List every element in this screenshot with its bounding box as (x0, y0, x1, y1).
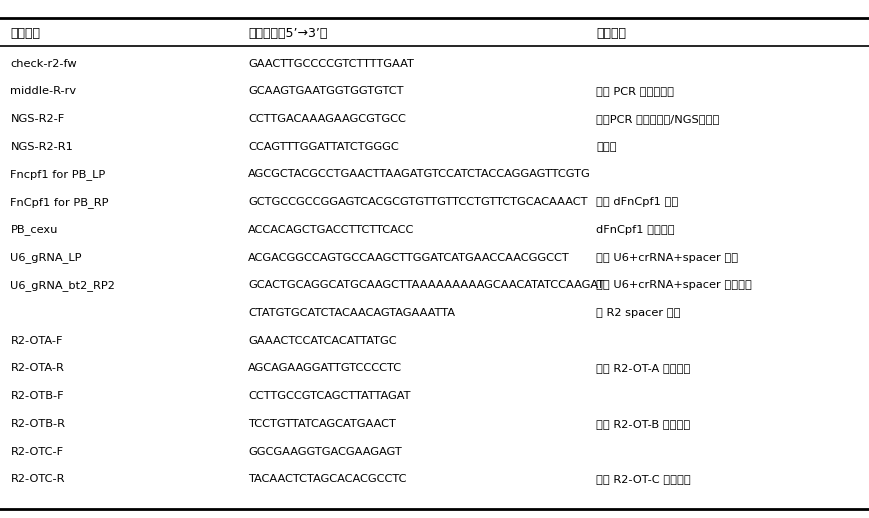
Text: R2-OTA-R: R2-OTA-R (10, 364, 64, 373)
Text: R2-OTC-F: R2-OTC-F (10, 447, 63, 456)
Text: 扩增 dFnCpf1 序列: 扩增 dFnCpf1 序列 (595, 197, 678, 207)
Text: CCAGTTTGGATTATCTGGGC: CCAGTTTGGATTATCTGGGC (248, 142, 398, 152)
Text: CCTTGACAAAGAAGCGTGCC: CCTTGACAAAGAAGCGTGCC (248, 114, 405, 124)
Text: GAACTTGCCCCGTCTTTTGAAT: GAACTTGCCCCGTCTTTTGAAT (248, 59, 414, 68)
Text: NGS-R2-R1: NGS-R2-R1 (10, 142, 73, 152)
Text: 扩增 R2-OT-C 脱靶位点: 扩增 R2-OT-C 脱靶位点 (595, 474, 690, 484)
Text: R2-OTA-F: R2-OTA-F (10, 336, 63, 346)
Text: R2-OTB-F: R2-OTB-F (10, 391, 64, 401)
Text: NGS-R2-F: NGS-R2-F (10, 114, 64, 124)
Text: 正向序列（5’→3’）: 正向序列（5’→3’） (248, 27, 327, 40)
Text: FnCpf1 for PB_RP: FnCpf1 for PB_RP (10, 197, 109, 208)
Text: GCTGCCGCCGGAGTCACGCGTGTTGTTCCTGTTCTGCACAAACT: GCTGCCGCCGGAGTCACGCGTGTTGTTCCTGTTCTGCACA… (248, 197, 587, 207)
Text: AGCGCTACGCCTGAACTTAAGATGTCCATCTACCAGGAGTTCGTG: AGCGCTACGCCTGAACTTAAGATGTCCATCTACCAGGAGT… (248, 169, 590, 179)
Text: 扩增 U6+crRNA+spacer 序列，引: 扩增 U6+crRNA+spacer 序列，引 (595, 280, 751, 290)
Text: check-r2-fw: check-r2-fw (10, 59, 77, 68)
Text: 引物名称: 引物名称 (10, 27, 40, 40)
Text: GGCGAAGGTGACGAAGAGT: GGCGAAGGTGACGAAGAGT (248, 447, 401, 456)
Text: 引物用途: 引物用途 (595, 27, 625, 40)
Text: TACAACTCTAGCACACGCCTC: TACAACTCTAGCACACGCCTC (248, 474, 406, 484)
Text: Fncpf1 for PB_LP: Fncpf1 for PB_LP (10, 169, 105, 180)
Text: GCACTGCAGGCATGCAAGCTTAAAAAAAAAGCAACATATCCAAGAT: GCACTGCAGGCATGCAAGCTTAAAAAAAAAGCAACATATC… (248, 280, 603, 290)
Text: AGCAGAAGGATTGTCCCCTC: AGCAGAAGGATTGTCCCCTC (248, 364, 401, 373)
Text: U6_gRNA_bt2_RP2: U6_gRNA_bt2_RP2 (10, 280, 116, 291)
Text: TCCTGTTATCAGCATGAACT: TCCTGTTATCAGCATGAACT (248, 419, 395, 429)
Text: ACGACGGCCAGTGCCAAGCTTGGATCATGAACCAACGGCCT: ACGACGGCCAGTGCCAAGCTTGGATCATGAACCAACGGCC… (248, 253, 569, 263)
Text: R2-OTC-R: R2-OTC-R (10, 474, 65, 484)
Text: 品制备: 品制备 (595, 142, 616, 152)
Text: 扩增 R2-OT-B 脱靶位点: 扩增 R2-OT-B 脱靶位点 (595, 419, 689, 429)
Text: dFnCpf1 元件测序: dFnCpf1 元件测序 (595, 225, 673, 235)
Text: R2-OTB-R: R2-OTB-R (10, 419, 65, 429)
Text: 巢式PCR 第二轮扩增/NGS测序样: 巢式PCR 第二轮扩增/NGS测序样 (595, 114, 719, 124)
Text: CCTTGCCGTCAGCTTATTAGAT: CCTTGCCGTCAGCTTATTAGAT (248, 391, 410, 401)
Text: 巢式 PCR 第一轮扩增: 巢式 PCR 第一轮扩增 (595, 87, 673, 96)
Text: GCAAGTGAATGGTGGTGTCT: GCAAGTGAATGGTGGTGTCT (248, 87, 403, 96)
Text: U6_gRNA_LP: U6_gRNA_LP (10, 252, 82, 263)
Text: PB_cexu: PB_cexu (10, 224, 57, 235)
Text: 扩增 R2-OT-A 脱靶位点: 扩增 R2-OT-A 脱靶位点 (595, 364, 689, 373)
Text: 扩增 U6+crRNA+spacer 序列: 扩增 U6+crRNA+spacer 序列 (595, 253, 737, 263)
Text: CTATGTGCATCTACAACAGTAGAAATTA: CTATGTGCATCTACAACAGTAGAAATTA (248, 308, 454, 318)
Text: middle-R-rv: middle-R-rv (10, 87, 76, 96)
Text: GAAACTCCATCACATTATGC: GAAACTCCATCACATTATGC (248, 336, 396, 346)
Text: ACCACAGCTGACCTTCTTCACC: ACCACAGCTGACCTTCTTCACC (248, 225, 414, 235)
Text: 入 R2 spacer 序列: 入 R2 spacer 序列 (595, 308, 680, 318)
